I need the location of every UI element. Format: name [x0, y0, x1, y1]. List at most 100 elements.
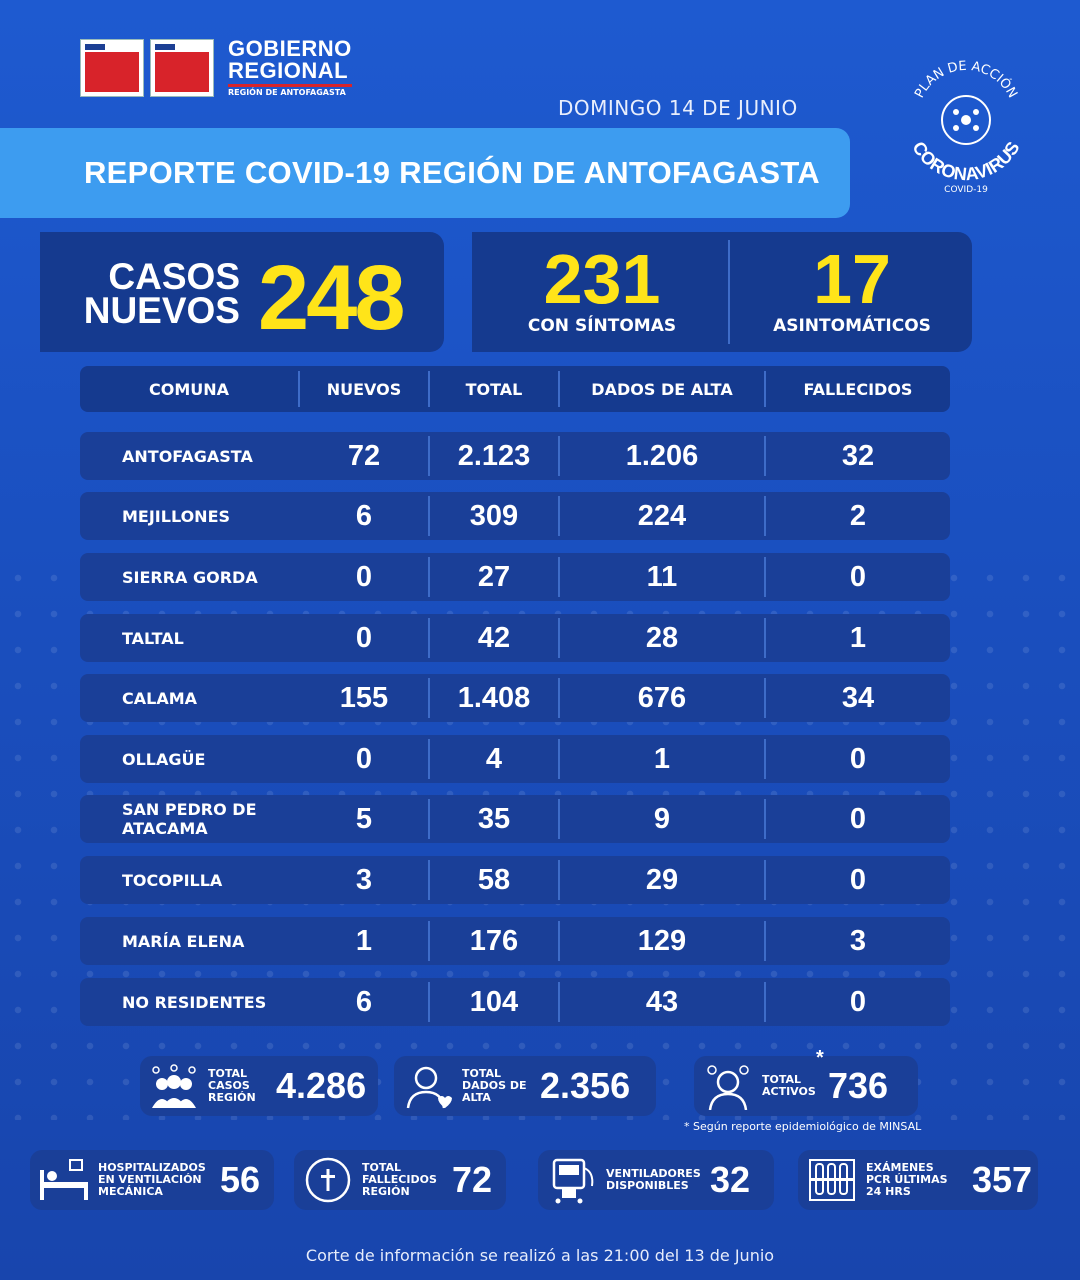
- cell-comuna: TOCOPILLA: [122, 870, 223, 890]
- svg-text:COVID-19: COVID-19: [944, 185, 988, 195]
- header-dados-de-alta: DADOS DE ALTA: [560, 371, 766, 407]
- cell-comuna: SAN PEDRO DE ATACAMA: [122, 800, 257, 838]
- cell-fallecidos: 3: [849, 924, 867, 957]
- table-row: ANTOFAGASTA 72 2.123 1.206 32: [80, 432, 950, 480]
- cell-comuna: MEJILLONES: [122, 506, 231, 526]
- cell-dados-de-alta: 11: [560, 557, 766, 597]
- cell-fallecidos: 1: [849, 621, 867, 654]
- minsal-asterisk: *: [816, 1047, 824, 1069]
- cell-dados-de-alta: 43: [560, 982, 766, 1022]
- total-cases-pill: TOTAL CASOS REGIÓN 4.286: [140, 1056, 378, 1116]
- table-row: MARÍA ELENA 1 176 129 3: [80, 917, 950, 965]
- minsal-note: * Según reporte epidemiológico de MINSAL: [684, 1120, 922, 1133]
- cell-dados-de-alta: 224: [560, 496, 766, 536]
- cell-dados-de-alta: 1.206: [560, 436, 766, 476]
- footer-cutoff-note: Corte de información se realizó a las 21…: [305, 1246, 775, 1265]
- people-group-icon: [152, 1064, 196, 1108]
- cell-dados-de-alta: 676: [560, 678, 766, 718]
- cell-nuevos: 1: [300, 921, 430, 961]
- cell-comuna: SIERRA GORDA: [122, 567, 258, 587]
- ventilation-hospitalized-value: 56: [220, 1159, 261, 1200]
- cell-comuna: NO RESIDENTES: [122, 992, 267, 1012]
- total-discharged-pill: TOTAL DADOS DE ALTA 2.356: [394, 1056, 656, 1116]
- cell-comuna: ANTOFAGASTA: [122, 446, 253, 466]
- table-row: CALAMA 155 1.408 676 34: [80, 674, 950, 722]
- cell-comuna: MARÍA ELENA: [122, 931, 245, 951]
- cell-nuevos: 0: [300, 739, 430, 779]
- cell-nuevos: 6: [300, 496, 430, 536]
- coronavirus-plan-logo: PLAN DE ACCIÓN CORONAVIRUS COVID-19: [908, 59, 1023, 195]
- pcr-tests-value: 357: [972, 1159, 1033, 1200]
- cell-total: 1.408: [430, 678, 560, 718]
- report-date: DOMINGO 14 DE JUNIO: [558, 96, 798, 120]
- report-title: REPORTE COVID-19 REGIÓN DE ANTOFAGASTA: [84, 155, 820, 190]
- header-comuna: COMUNA: [80, 371, 300, 407]
- test-tubes-icon: [809, 1159, 855, 1201]
- cell-dados-de-alta: 29: [560, 860, 766, 900]
- cell-fallecidos: 0: [849, 560, 867, 593]
- ventilators-pill: VENTILADORES DISPONIBLES 32: [538, 1150, 774, 1210]
- table-row: MEJILLONES 6 309 224 2: [80, 492, 950, 540]
- cell-dados-de-alta: 1: [560, 739, 766, 779]
- table-row: SIERRA GORDA 0 27 11 0: [80, 553, 950, 601]
- header-total: TOTAL: [430, 371, 560, 407]
- cell-nuevos: 6: [300, 982, 430, 1022]
- cell-fallecidos: 0: [849, 742, 867, 775]
- header-nuevos: NUEVOS: [300, 371, 430, 407]
- new-cases-value: 248: [258, 247, 405, 349]
- total-active-value: * 736: [816, 1047, 889, 1106]
- gobierno-de-chile-logo: [150, 38, 214, 97]
- cell-fallecidos: 32: [841, 439, 875, 472]
- table-row: SAN PEDRO DE ATACAMA 5 35 9 0: [80, 795, 950, 843]
- total-deaths-pill: TOTAL FALLECIDOS REGIÓN 72: [294, 1150, 506, 1210]
- total-active-pill: TOTAL ACTIVOS * 736: [694, 1047, 918, 1116]
- new-cases-label: CASOS NUEVOS: [83, 256, 240, 331]
- gobierno-regional-logo: GOBIERNO REGIONAL REGIÓN DE ANTOFAGASTA: [228, 36, 352, 97]
- report-title-bar: REPORTE COVID-19 REGIÓN DE ANTOFAGASTA: [0, 128, 850, 218]
- table-row: OLLAGÜE 0 4 1 0: [80, 735, 950, 783]
- cell-total: 4: [430, 739, 560, 779]
- ventilators-value: 32: [710, 1159, 751, 1200]
- cell-nuevos: 0: [300, 618, 430, 658]
- new-cases-panel: CASOS NUEVOS 248: [40, 232, 444, 352]
- with-symptoms-stat: 231 CON SÍNTOMAS: [527, 240, 677, 336]
- ventilator-icon: [552, 1158, 594, 1204]
- government-logos: GOBIERNO REGIONAL REGIÓN DE ANTOFAGASTA: [80, 38, 352, 97]
- cell-total: 176: [430, 921, 560, 961]
- pcr-tests-pill: EXÁMENES PCR ÚLTIMAS 24 HRS 357: [798, 1150, 1038, 1210]
- cell-total: 27: [430, 557, 560, 597]
- asymptomatic-stat: 17 ASINTOMÁTICOS: [773, 240, 931, 336]
- cell-dados-de-alta: 9: [560, 799, 766, 839]
- cell-fallecidos: 34: [841, 681, 875, 714]
- cross-icon: [305, 1157, 351, 1203]
- cell-total: 35: [430, 799, 560, 839]
- cell-fallecidos: 0: [849, 863, 867, 896]
- total-deaths-value: 72: [452, 1159, 493, 1200]
- total-discharged-value: 2.356: [540, 1065, 631, 1106]
- svg-text:PLAN DE ACCIÓN: PLAN DE ACCIÓN: [912, 59, 1020, 101]
- cell-comuna: OLLAGÜE: [122, 749, 206, 769]
- cell-total: 2.123: [430, 436, 560, 476]
- table-row: NO RESIDENTES 6 104 43 0: [80, 978, 950, 1026]
- ministry-logo: [80, 38, 144, 97]
- symptoms-panel: 231 CON SÍNTOMAS 17 ASINTOMÁTICOS: [472, 232, 972, 352]
- hospital-bed-icon: [40, 1159, 88, 1200]
- cell-fallecidos: 2: [849, 499, 867, 532]
- cell-total: 58: [430, 860, 560, 900]
- cell-dados-de-alta: 129: [560, 921, 766, 961]
- cell-fallecidos: 0: [849, 802, 867, 835]
- cell-total: 42: [430, 618, 560, 658]
- cell-fallecidos: 0: [849, 985, 867, 1018]
- ventilation-hospitalized-pill: HOSPITALIZADOS EN VENTILACIÓN MECÁNICA 5…: [30, 1150, 274, 1210]
- cell-comuna: CALAMA: [122, 688, 198, 708]
- cell-nuevos: 3: [300, 860, 430, 900]
- cell-total: 104: [430, 982, 560, 1022]
- cell-total: 309: [430, 496, 560, 536]
- cell-dados-de-alta: 28: [560, 618, 766, 658]
- cell-nuevos: 5: [300, 799, 430, 839]
- header-fallecidos: FALLECIDOS: [803, 379, 913, 399]
- table-row: TOCOPILLA 3 58 29 0: [80, 856, 950, 904]
- cell-comuna: TALTAL: [122, 628, 184, 648]
- table-row: TALTAL 0 42 28 1: [80, 614, 950, 662]
- cell-nuevos: 0: [300, 557, 430, 597]
